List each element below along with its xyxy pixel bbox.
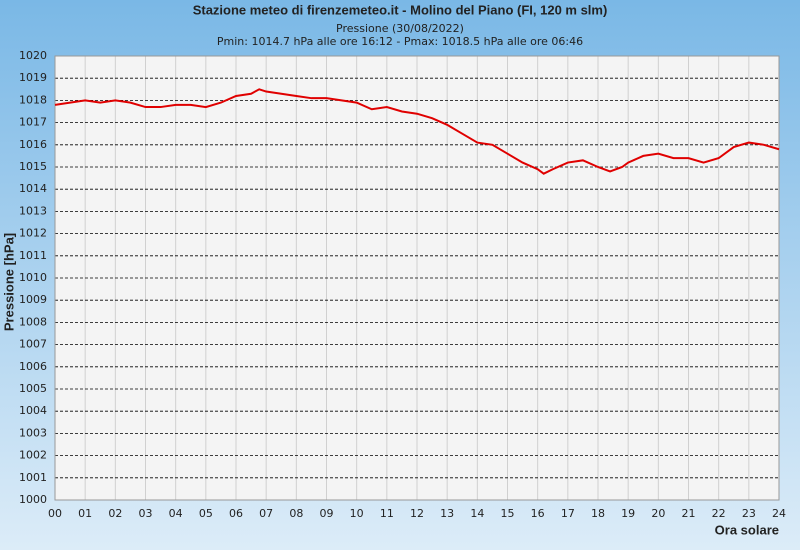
x-tick-label: 18 <box>591 507 605 520</box>
y-axis-title: Pressione [hPa] <box>1 233 16 331</box>
x-tick-label: 23 <box>742 507 756 520</box>
x-tick-label: 06 <box>229 507 243 520</box>
x-tick-label: 04 <box>169 507 183 520</box>
y-tick-label: 1017 <box>19 116 47 129</box>
y-tick-label: 1002 <box>19 449 47 462</box>
y-tick-label: 1012 <box>19 227 47 240</box>
y-tick-label: 1006 <box>19 360 47 373</box>
x-tick-label: 15 <box>501 507 515 520</box>
y-tick-label: 1009 <box>19 293 47 306</box>
y-tick-label: 1010 <box>19 271 47 284</box>
x-tick-label: 16 <box>531 507 545 520</box>
y-tick-label: 1020 <box>19 49 47 62</box>
y-tick-label: 1016 <box>19 138 47 151</box>
x-tick-label: 11 <box>380 507 394 520</box>
y-tick-label: 1007 <box>19 338 47 351</box>
x-tick-label: 03 <box>139 507 153 520</box>
x-tick-label: 19 <box>621 507 635 520</box>
y-tick-label: 1004 <box>19 404 47 417</box>
x-axis-title: Ora solare <box>715 522 779 537</box>
x-tick-label: 00 <box>48 507 62 520</box>
x-tick-label: 22 <box>712 507 726 520</box>
y-tick-label: 1014 <box>19 182 47 195</box>
x-tick-label: 12 <box>410 507 424 520</box>
y-tick-label: 1013 <box>19 204 47 217</box>
y-tick-label: 1005 <box>19 382 47 395</box>
x-tick-label: 17 <box>561 507 575 520</box>
x-tick-label: 09 <box>320 507 334 520</box>
x-tick-label: 02 <box>108 507 122 520</box>
y-tick-label: 1011 <box>19 249 47 262</box>
y-tick-label: 1015 <box>19 160 47 173</box>
x-tick-label: 07 <box>259 507 273 520</box>
x-tick-label: 21 <box>682 507 696 520</box>
chart-subtitle: Pressione (30/08/2022) <box>336 22 464 35</box>
y-tick-label: 1003 <box>19 426 47 439</box>
x-tick-label: 13 <box>440 507 454 520</box>
x-tick-label: 20 <box>651 507 665 520</box>
y-tick-label: 1019 <box>19 71 47 84</box>
plot-border <box>54 55 780 501</box>
x-tick-label: 14 <box>470 507 484 520</box>
y-tick-label: 1018 <box>19 93 47 106</box>
y-tick-label: 1000 <box>19 493 47 506</box>
x-tick-label: 08 <box>289 507 303 520</box>
line <box>54 88 780 175</box>
x-tick-label: 01 <box>78 507 92 520</box>
chart-title: Stazione meteo di firenzemeteo.it - Moli… <box>193 2 608 17</box>
x-tick-label: 24 <box>772 507 786 520</box>
y-tick-label: 1008 <box>19 315 47 328</box>
annotation: Pmin: 1014.7 hPa alle ore 16:12 - Pmax: … <box>217 35 583 48</box>
y-tick-label: 1001 <box>19 471 47 484</box>
x-tick-label: 05 <box>199 507 213 520</box>
x-tick-label: 10 <box>350 507 364 520</box>
